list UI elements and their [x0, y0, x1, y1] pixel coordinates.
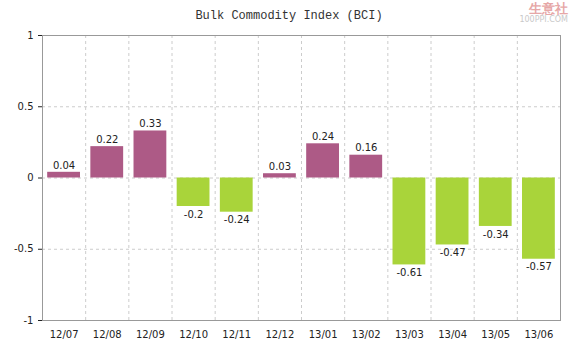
- svg-text:13/06: 13/06: [525, 329, 554, 340]
- svg-text:0.03: 0.03: [269, 161, 291, 172]
- svg-text:12/12: 12/12: [266, 329, 295, 340]
- svg-text:-0.2: -0.2: [184, 209, 204, 220]
- html-text:Bulk Commodity Index (BCI): Bulk Commodity Index (BCI): [195, 9, 383, 23]
- svg-text:12/11: 12/11: [222, 329, 251, 340]
- svg-text:13/02: 13/02: [352, 329, 381, 340]
- svg-text:13/03: 13/03: [395, 329, 424, 340]
- svg-text:0.24: 0.24: [312, 131, 334, 142]
- svg-text:0.22: 0.22: [96, 134, 118, 145]
- svg-text:-1: -1: [24, 315, 34, 326]
- html-text:100PPI.COM: 100PPI.COM: [519, 15, 568, 25]
- svg-text:12/10: 12/10: [179, 329, 208, 340]
- svg-text:12/07: 12/07: [50, 329, 79, 340]
- svg-text:13/05: 13/05: [481, 329, 510, 340]
- svg-text:13/04: 13/04: [438, 329, 467, 340]
- svg-text:0.04: 0.04: [53, 160, 75, 171]
- svg-text:0.5: 0.5: [18, 101, 34, 112]
- svg-text:1: 1: [27, 30, 33, 41]
- svg-text:-0.57: -0.57: [526, 261, 552, 272]
- svg-text:-0.47: -0.47: [440, 247, 466, 258]
- svg-text:0.16: 0.16: [355, 142, 377, 153]
- svg-text:12/08: 12/08: [93, 329, 122, 340]
- svg-text:-0.61: -0.61: [396, 267, 422, 278]
- svg-text:0: 0: [27, 172, 33, 183]
- svg-text:-0.24: -0.24: [224, 214, 250, 225]
- svg-text:12/09: 12/09: [136, 329, 165, 340]
- html-text:生意社: 生意社: [529, 1, 568, 16]
- svg-text:0.33: 0.33: [139, 118, 161, 129]
- svg-text:13/01: 13/01: [309, 329, 338, 340]
- svg-text:-0.5: -0.5: [14, 243, 34, 254]
- svg-text:-0.34: -0.34: [483, 229, 509, 240]
